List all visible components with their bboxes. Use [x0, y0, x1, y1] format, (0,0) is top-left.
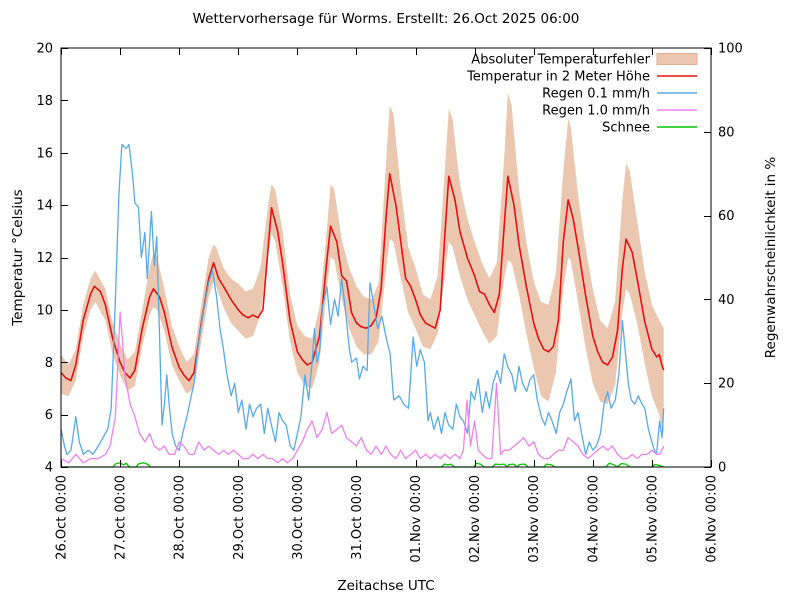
- y-left-tick-label: 16: [36, 146, 53, 161]
- legend-label: Absoluter Temperaturfehler: [471, 53, 650, 68]
- plot-frame: [60, 47, 712, 468]
- snow-line: [61, 462, 664, 468]
- y-right-tick-label: 100: [718, 42, 743, 57]
- y-left-tick-label: 6: [45, 408, 53, 423]
- x-tick-label: 01.Nov 00:00: [409, 475, 424, 563]
- x-tick-label: 03.Nov 00:00: [527, 475, 542, 563]
- x-tick-label: 27.Oct 00:00: [114, 475, 129, 560]
- x-tick-label: 26.Oct 00:00: [55, 475, 70, 560]
- legend-label: Temperatur in 2 Meter Höhe: [466, 70, 650, 85]
- rain-10mmh-line: [60, 311, 665, 464]
- rain-01mmh-line: [60, 143, 665, 456]
- y-axis-title-left: Temperatur °Celsius: [10, 189, 26, 326]
- y-right-tick-label: 20: [718, 377, 735, 392]
- y-left-tick-label: 14: [36, 199, 53, 214]
- x-tick-label: 31.Oct 00:00: [350, 475, 365, 560]
- x-tick-label: 02.Nov 00:00: [468, 475, 483, 563]
- y-left-tick-label: 12: [36, 251, 53, 266]
- legend-label: Regen 0.1 mm/h: [542, 87, 650, 102]
- y-left-tick-label: 18: [36, 94, 53, 109]
- y-right-tick-label: 40: [718, 293, 735, 308]
- y-right-tick-label: 0: [718, 461, 726, 476]
- x-tick-label: 28.Oct 00:00: [173, 475, 188, 560]
- legend-band-swatch: [656, 53, 698, 65]
- y-right-tick-label: 80: [718, 125, 735, 140]
- x-tick-label: 06.Nov 00:00: [705, 475, 720, 563]
- y-left-tick-label: 4: [45, 461, 53, 476]
- x-tick-label: 30.Oct 00:00: [291, 475, 306, 560]
- x-tick-label: 29.Oct 00:00: [232, 475, 247, 560]
- y-left-tick-label: 8: [45, 356, 53, 371]
- chart-title: Wettervorhersage für Worms. Erstellt: 26…: [192, 11, 580, 27]
- y-right-tick-label: 60: [718, 209, 735, 224]
- legend-label: Regen 1.0 mm/h: [542, 104, 650, 119]
- y-axis-title-right: Regenwahrscheinlichkeit in %: [763, 157, 779, 359]
- y-left-tick-label: 10: [36, 303, 53, 318]
- legend-label: Schnee: [602, 121, 650, 136]
- x-axis-title: Zeitachse UTC: [337, 578, 435, 594]
- x-tick-label: 04.Nov 00:00: [586, 475, 601, 563]
- temperature-error-band: [61, 92, 664, 436]
- x-tick-label: 05.Nov 00:00: [645, 475, 660, 563]
- y-left-tick-label: 20: [36, 42, 53, 57]
